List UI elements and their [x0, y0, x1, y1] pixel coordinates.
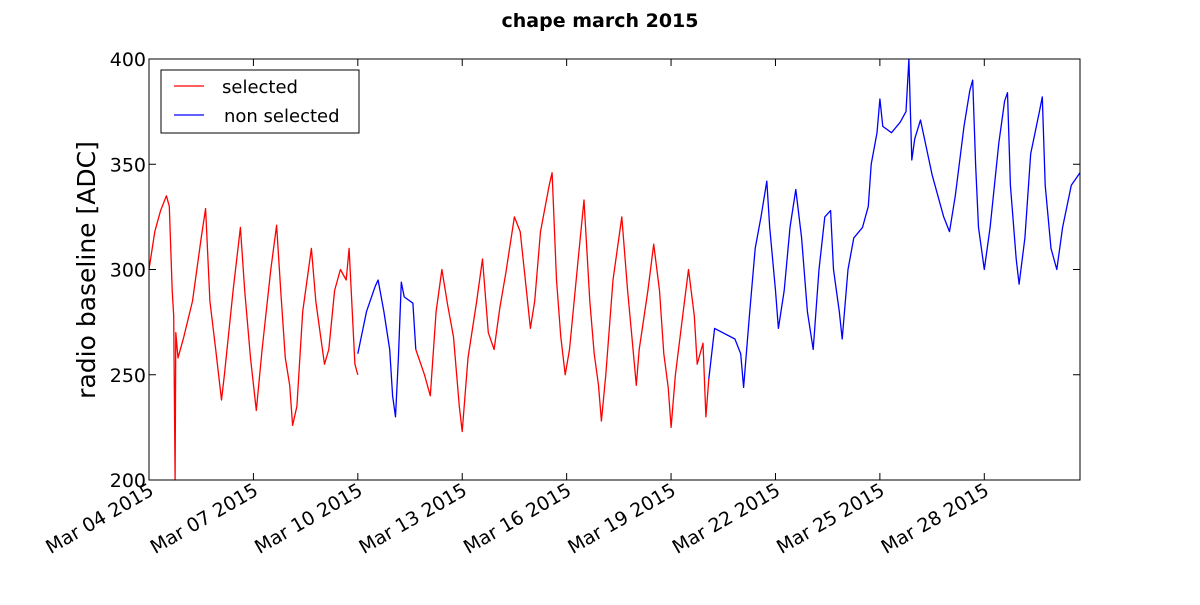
y-tick-label: 250 — [110, 365, 146, 387]
legend-label-selected: selected — [222, 77, 298, 98]
plot-frame — [148, 58, 1081, 481]
x-tick-label: Mar 13 2015 — [355, 479, 470, 558]
y-tick-label: 300 — [110, 260, 146, 282]
legend-label-non-selected: non selected — [224, 106, 340, 127]
series-line-selected-0 — [148, 195, 359, 481]
series-line-selected-1 — [415, 172, 710, 433]
plot-area — [148, 58, 1081, 481]
x-tick-label: Mar 04 2015 — [42, 479, 157, 558]
series-line-non-selected-1 — [708, 58, 1081, 389]
x-tick-label: Mar 19 2015 — [564, 479, 679, 558]
legend: selected non selected — [160, 69, 360, 134]
x-tick-label: Mar 16 2015 — [460, 479, 575, 558]
y-tick-label: 400 — [110, 49, 146, 71]
x-tick-label: Mar 07 2015 — [147, 479, 262, 558]
y-tick-label: 350 — [110, 154, 146, 176]
y-tick-label: 200 — [110, 470, 146, 492]
series-line-non-selected-0 — [357, 279, 417, 418]
x-tick-label: Mar 28 2015 — [877, 479, 992, 558]
legend-box — [160, 69, 360, 134]
y-axis-label: radio baseline [ADC] — [72, 141, 101, 399]
x-tick-label: Mar 22 2015 — [669, 479, 784, 558]
chart-title: chape march 2015 — [502, 10, 699, 32]
x-tick-label: Mar 25 2015 — [773, 479, 888, 558]
x-tick-label: Mar 10 2015 — [251, 479, 366, 558]
